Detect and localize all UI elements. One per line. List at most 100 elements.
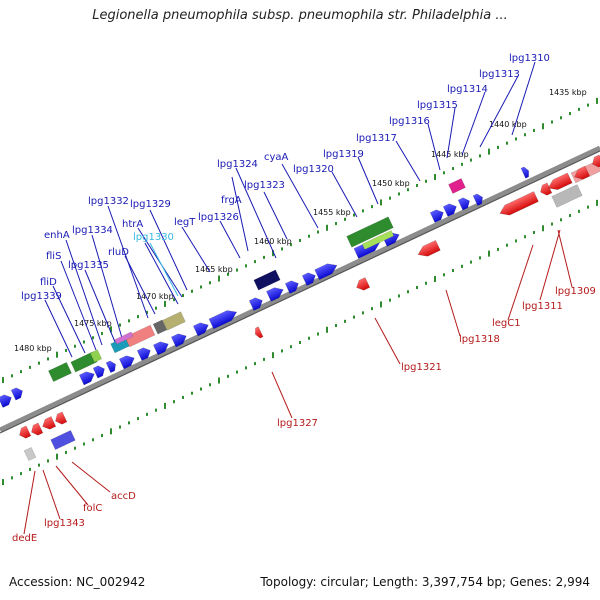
upper-tick bbox=[263, 255, 265, 259]
lower-tick bbox=[452, 269, 454, 273]
upper-tick bbox=[47, 357, 49, 361]
upper-tick bbox=[416, 183, 418, 187]
upper-tick bbox=[587, 103, 589, 107]
gene-label-lpg1310: lpg1310 bbox=[509, 53, 550, 64]
lower-tick bbox=[74, 446, 76, 450]
upper-tick bbox=[542, 123, 544, 130]
gene-label-frgA: frgA bbox=[221, 195, 242, 206]
green-gene-block bbox=[346, 216, 394, 248]
upper-tick bbox=[56, 351, 58, 358]
lower-leader-lines bbox=[23, 229, 573, 535]
blue-gene-block bbox=[50, 430, 76, 450]
gene-label-dedE: dedE bbox=[12, 533, 37, 544]
lower-tick bbox=[380, 301, 382, 308]
lower-tick bbox=[308, 336, 310, 340]
forward-gene-arrow bbox=[457, 197, 470, 211]
forward-gene-arrow bbox=[301, 272, 316, 286]
upper-tick bbox=[578, 107, 580, 111]
upper-tick bbox=[443, 171, 445, 175]
reverse-gene-arrow bbox=[255, 326, 264, 339]
reverse-gene-arrow bbox=[574, 165, 591, 180]
reverse-gene-arrow bbox=[547, 172, 573, 190]
lower-tick bbox=[236, 370, 238, 374]
upper-tick bbox=[335, 222, 337, 226]
upper-tick bbox=[182, 293, 184, 297]
ruler-label-1440: 1440 kbp bbox=[489, 120, 527, 129]
upper-tick bbox=[461, 162, 463, 166]
forward-gene-arrow bbox=[152, 341, 169, 356]
gene-label-lpg1314: lpg1314 bbox=[447, 84, 488, 95]
lower-tick bbox=[65, 450, 67, 454]
lower-tick bbox=[488, 250, 490, 257]
lower-gene-labels: lpg1309 lpg1311 legC1 lpg1318 lpg1321 lp… bbox=[12, 286, 596, 544]
lower-tick bbox=[326, 326, 328, 333]
accession-text: Accession: NC_002942 bbox=[9, 575, 146, 589]
forward-gene-arrow bbox=[170, 333, 187, 348]
gene-label-lpg1315: lpg1315 bbox=[417, 100, 458, 111]
genome-backbone bbox=[0, 145, 600, 433]
lower-tick bbox=[362, 311, 364, 315]
lower-tick bbox=[101, 434, 103, 438]
ruler-label-1465: 1465 kbp bbox=[195, 265, 233, 274]
gene-label-lpg1309: lpg1309 bbox=[555, 286, 596, 297]
gene-label-lpg1339: lpg1339 bbox=[21, 291, 62, 302]
upper-tick bbox=[506, 141, 508, 145]
lower-tick bbox=[587, 205, 589, 209]
upper-tick bbox=[2, 377, 4, 384]
ruler-label-1460: 1460 kbp bbox=[254, 237, 292, 246]
lower-tick bbox=[2, 479, 4, 486]
upper-tick bbox=[362, 209, 364, 213]
ruler-label-1455: 1455 kbp bbox=[313, 208, 351, 217]
upper-tick bbox=[227, 272, 229, 276]
upper-tick bbox=[65, 348, 67, 352]
reverse-gene-arrow bbox=[55, 411, 68, 425]
upper-tick bbox=[101, 332, 103, 336]
ruler-label-1480: 1480 kbp bbox=[14, 344, 52, 353]
upper-tick bbox=[155, 306, 157, 310]
lower-tick bbox=[182, 395, 184, 399]
lower-tick bbox=[38, 463, 40, 467]
gene-label-lpg1343: lpg1343 bbox=[44, 518, 85, 529]
forward-gene-arrow bbox=[192, 322, 209, 337]
lower-tick bbox=[317, 332, 319, 336]
upper-tick bbox=[38, 361, 40, 365]
lower-tick bbox=[173, 400, 175, 404]
lower-tick bbox=[398, 294, 400, 298]
lower-tick bbox=[137, 417, 139, 421]
forward-gene-arrow bbox=[136, 347, 151, 361]
gene-label-lpg1332: lpg1332 bbox=[88, 196, 129, 207]
upper-tick bbox=[371, 205, 373, 209]
upper-tick bbox=[110, 326, 112, 333]
lower-tick bbox=[218, 377, 220, 384]
lower-tick bbox=[578, 209, 580, 213]
gene-label-lpg1311: lpg1311 bbox=[522, 301, 563, 312]
lower-tick bbox=[551, 222, 553, 226]
gene-label-lpg1323: lpg1323 bbox=[244, 180, 285, 191]
reverse-gene-arrow bbox=[19, 425, 32, 439]
lower-tick bbox=[560, 218, 562, 222]
upper-tick bbox=[515, 137, 517, 141]
gene-label-lpg1318: lpg1318 bbox=[459, 334, 500, 345]
lower-tick bbox=[29, 467, 31, 471]
gene-label-lpg1320: lpg1320 bbox=[293, 164, 334, 175]
upper-tick bbox=[119, 323, 121, 327]
upper-tick bbox=[281, 247, 283, 251]
lower-tick bbox=[56, 453, 58, 460]
gene-label-enhA: enhA bbox=[44, 230, 70, 241]
forward-gene-arrow bbox=[208, 310, 238, 330]
upper-tick bbox=[128, 319, 130, 323]
lower-tick bbox=[299, 340, 301, 344]
lower-tick bbox=[542, 225, 544, 232]
gene-label-lpg1319: lpg1319 bbox=[323, 149, 364, 160]
lower-tick bbox=[155, 408, 157, 412]
ruler-label-1475: 1475 kbp bbox=[74, 319, 112, 328]
forward-gene-arrow bbox=[429, 209, 444, 223]
lower-tick bbox=[461, 264, 463, 268]
forward-gene-arrow bbox=[520, 166, 529, 179]
gene-label-lpg1330: lpg1330 bbox=[133, 232, 174, 243]
gene-label-fliD: fliD bbox=[40, 277, 57, 288]
upper-tick bbox=[83, 340, 85, 344]
lower-tick bbox=[110, 428, 112, 435]
genome-backbone-shadow bbox=[0, 150, 600, 434]
